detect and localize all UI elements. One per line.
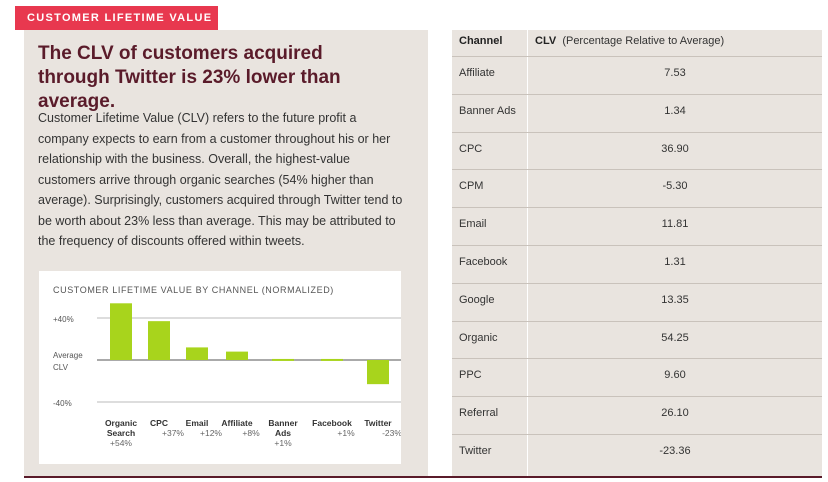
bar bbox=[186, 347, 208, 360]
table-cell-channel: Email bbox=[459, 218, 487, 231]
table-cell-clv: 7.53 bbox=[664, 67, 686, 79]
table-cell-channel: Affiliate bbox=[459, 67, 495, 79]
table-header-channel: Channel bbox=[459, 35, 503, 47]
clv-table bbox=[452, 30, 822, 476]
table-cell-clv: 1.34 bbox=[664, 104, 686, 117]
value-label: +54% bbox=[110, 438, 132, 448]
table-cell-channel: Google bbox=[459, 293, 495, 306]
value-label: +12% bbox=[200, 428, 222, 438]
clv-bar-chart: CUSTOMER LIFETIME VALUE BY CHANNEL (NORM… bbox=[53, 285, 401, 448]
category-label: Twitter bbox=[364, 418, 392, 428]
table-cell-channel: Banner Ads bbox=[459, 104, 516, 117]
value-label: +37% bbox=[162, 428, 184, 438]
table-row bbox=[452, 131, 822, 133]
table-row bbox=[452, 358, 822, 360]
table-cell-channel: CPC bbox=[459, 142, 483, 155]
y-tick-label: -40% bbox=[53, 399, 72, 408]
body-text: Customer Lifetime Value (CLV) refers to … bbox=[38, 111, 403, 248]
category-label: Ads bbox=[275, 428, 291, 438]
table-header-clv-note: (Percentage Relative to Average) bbox=[562, 35, 725, 47]
table-row bbox=[452, 93, 822, 95]
category-label: Affiliate bbox=[221, 418, 252, 428]
table-header-clv-label: CLV bbox=[535, 35, 557, 47]
bar bbox=[272, 358, 294, 361]
table-cell-clv: 9.60 bbox=[664, 369, 686, 382]
table-row bbox=[452, 320, 822, 322]
value-label: +1% bbox=[337, 428, 355, 438]
headline: The CLV of customers acquired through Tw… bbox=[38, 43, 341, 112]
section-tag: CUSTOMER LIFETIME VALUE bbox=[15, 6, 218, 30]
bar bbox=[226, 351, 248, 360]
table-row bbox=[452, 396, 822, 398]
table-header-clv: CLV (Percentage Relative to Average) bbox=[535, 35, 724, 47]
table-cell-clv: -23.36 bbox=[659, 445, 691, 457]
table-row bbox=[452, 207, 822, 209]
category-label: Email bbox=[186, 418, 209, 428]
table-row bbox=[452, 245, 822, 246]
table-column-divider bbox=[527, 30, 528, 476]
table-cell-clv: 11.81 bbox=[661, 218, 689, 231]
bar bbox=[367, 360, 389, 385]
chart-title: CUSTOMER LIFETIME VALUE BY CHANNEL (NORM… bbox=[53, 285, 334, 295]
value-label: +8% bbox=[242, 428, 260, 438]
y-tick-label: +40% bbox=[53, 315, 74, 324]
category-label: Organic bbox=[105, 418, 137, 428]
table-cell-channel: Twitter bbox=[459, 445, 492, 457]
y-tick-label: Average bbox=[53, 351, 83, 360]
table-row bbox=[452, 434, 822, 435]
category-label: CPC bbox=[150, 418, 168, 428]
table-cell-clv: 36.90 bbox=[661, 142, 689, 155]
table-cell-clv: 54.25 bbox=[661, 331, 689, 344]
category-label: Facebook bbox=[312, 418, 352, 428]
table-row bbox=[452, 282, 822, 284]
table-row bbox=[452, 169, 822, 171]
category-label: Banner bbox=[268, 418, 298, 428]
table-cell-clv: 1.31 bbox=[664, 256, 686, 268]
bar bbox=[148, 321, 170, 360]
value-label: +1% bbox=[274, 438, 292, 448]
table-cell-clv: -5.30 bbox=[662, 180, 688, 193]
table-cell-channel: CPM bbox=[459, 180, 484, 193]
table-cell-channel: Referral bbox=[459, 407, 499, 420]
table-cell-clv: 26.10 bbox=[661, 407, 689, 420]
bar bbox=[321, 358, 343, 361]
value-label: -23% bbox=[382, 428, 401, 438]
table-cell-clv: 13.35 bbox=[661, 293, 689, 306]
y-tick-label: CLV bbox=[53, 363, 69, 372]
table-cell-channel: Facebook bbox=[459, 256, 508, 268]
table-row bbox=[452, 56, 822, 57]
bar bbox=[110, 303, 132, 360]
table-cell-channel: Organic bbox=[459, 331, 498, 344]
category-label: Search bbox=[107, 428, 135, 438]
clv-chart-card: CUSTOMER LIFETIME VALUE BY CHANNEL (NORM… bbox=[39, 271, 401, 464]
table-cell-channel: PPC bbox=[459, 369, 482, 382]
bottom-rule bbox=[24, 476, 822, 478]
